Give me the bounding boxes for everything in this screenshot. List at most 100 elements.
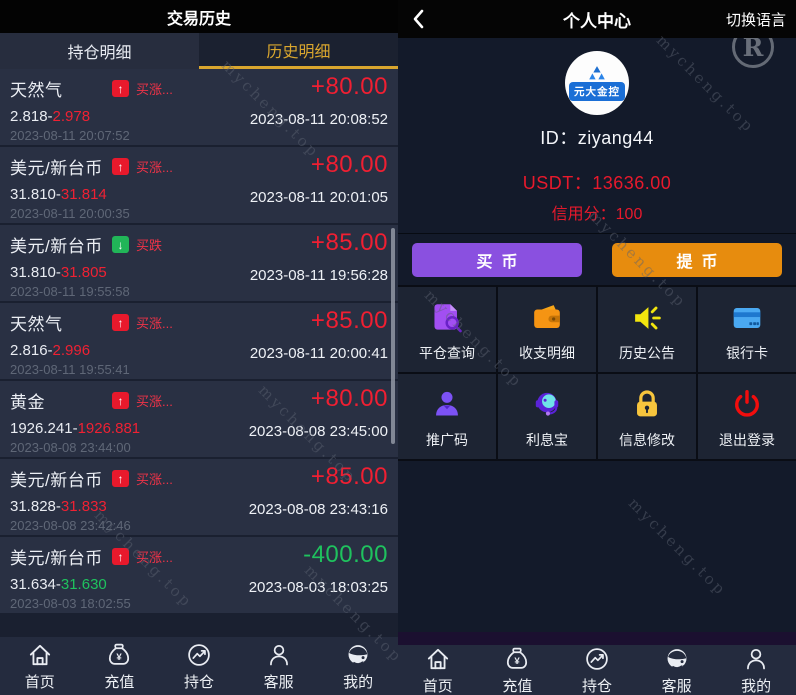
buy-up-badge: ↑: [112, 314, 129, 331]
nav-label: 持仓: [183, 673, 214, 691]
open-time: 2023-08-08 23:42:46: [10, 518, 131, 533]
withdraw-button[interactable]: 提币: [612, 243, 782, 277]
chart-icon: [583, 645, 611, 673]
nav-label: 充值: [502, 677, 533, 695]
menu-history-notice[interactable]: 历史公告: [598, 287, 696, 372]
headset-coin-icon: [498, 386, 596, 424]
direction-label: 买涨...: [136, 160, 173, 175]
menu-close-query[interactable]: 平仓查询: [398, 287, 496, 372]
profit-amount: +80.00: [310, 385, 388, 412]
tab-positions[interactable]: 持仓明细: [0, 33, 199, 69]
menu-label: 利息宝: [526, 432, 568, 448]
trade-row[interactable]: 美元/新台币 ↑ 买涨... 31.810-31.814 2023-08-11 …: [0, 147, 398, 225]
left-header: 交易历史: [0, 0, 398, 33]
personal-center-screen: 个人中心 切换语言 元大金控 ID：ziyang44 USDT：13636.00…: [398, 0, 796, 695]
power-icon: [698, 386, 796, 424]
symbol-name: 黄金: [10, 393, 45, 412]
open-time: 2023-08-11 20:07:52: [10, 128, 130, 143]
trade-row[interactable]: 天然气 ↑ 买涨... 2.818-2.978 2023-08-11 20:07…: [0, 69, 398, 147]
person-icon: [265, 641, 293, 669]
direction-label: 买涨...: [136, 82, 173, 97]
menu-info-edit[interactable]: 信息修改: [598, 374, 696, 459]
tab-history[interactable]: 历史明细: [199, 33, 398, 69]
right-header: 个人中心 切换语言: [398, 0, 796, 38]
symbol-name: 美元/新台币: [10, 237, 103, 256]
open-time: 2023-08-11 19:55:58: [10, 284, 130, 299]
user-id: ID：ziyang44: [540, 128, 654, 148]
bottom-strip: [398, 632, 796, 645]
open-time: 2023-08-11 20:00:35: [10, 206, 130, 221]
page-title: 交易历史: [166, 10, 231, 28]
brand-name: 元大金控: [569, 82, 625, 101]
trade-row[interactable]: 美元/新台币 ↓ 买跌 31.810-31.805 2023-08-11 19:…: [0, 225, 398, 303]
language-switch-button[interactable]: 切换语言: [725, 11, 786, 29]
menu-bank-card[interactable]: 银行卡: [698, 287, 796, 372]
open-time: 2023-08-08 23:44:00: [10, 440, 131, 455]
right-bottom-nav: 首页 ¥ 充值 持仓 客服 我的: [398, 645, 796, 695]
speaker-icon: [598, 299, 696, 337]
nav-item-recharge[interactable]: ¥ 充值: [478, 645, 558, 695]
symbol-name: 美元/新台币: [10, 471, 103, 490]
open-time: 2023-08-03 18:02:55: [10, 596, 131, 611]
credit-score: 信用分：100: [551, 206, 643, 223]
menu-logout[interactable]: 退出登录: [698, 374, 796, 459]
moneybag-icon: ¥: [105, 641, 133, 669]
price-range: 2.816-2.996: [10, 342, 91, 359]
scrollbar-thumb[interactable]: [391, 228, 395, 444]
page-title: 个人中心: [563, 11, 631, 31]
nav-label: 客服: [263, 673, 294, 691]
nav-item-home[interactable]: 首页: [398, 645, 478, 695]
back-icon[interactable]: [412, 9, 426, 29]
nav-label: 我的: [343, 673, 374, 691]
nav-label: 充值: [104, 673, 135, 691]
buy-down-badge: ↓: [112, 236, 129, 253]
direction-label: 买涨...: [136, 550, 173, 565]
profit-amount: +80.00: [310, 151, 388, 178]
price-range: 31.810-31.805: [10, 264, 107, 281]
svg-text:¥: ¥: [515, 656, 521, 667]
close-time: 2023-08-11 20:00:41: [249, 345, 388, 362]
nav-item-positions[interactable]: 持仓: [557, 645, 637, 695]
menu-label: 推广码: [426, 432, 468, 448]
direction-label: 买跌: [136, 238, 163, 253]
nav-item-mine[interactable]: 我的: [716, 645, 796, 695]
nav-item-service[interactable]: 客服: [637, 645, 717, 695]
action-buttons: 买币 提币: [398, 233, 796, 285]
nav-item-mine[interactable]: 我的: [318, 641, 398, 692]
trade-row[interactable]: 黄金 ↑ 买涨... 1926.241-1926.881 2023-08-08 …: [0, 381, 398, 459]
price-range: 31.634-31.630: [10, 576, 107, 593]
nav-item-recharge[interactable]: ¥ 充值: [80, 641, 160, 692]
nav-item-service[interactable]: 客服: [239, 641, 319, 692]
moneybag-icon: ¥: [503, 645, 531, 673]
trade-history-screen: 交易历史 持仓明细 历史明细 天然气 ↑ 买涨... 2.818-2.978 20…: [0, 0, 398, 695]
trade-row[interactable]: 天然气 ↑ 买涨... 2.816-2.996 2023-08-11 19:55…: [0, 303, 398, 381]
close-time: 2023-08-08 23:45:00: [248, 423, 388, 440]
buy-button[interactable]: 买币: [412, 243, 582, 277]
trade-row[interactable]: 美元/新台币 ↑ 买涨... 31.828-31.833 2023-08-08 …: [0, 459, 398, 537]
close-time: 2023-08-11 20:08:52: [249, 111, 388, 128]
trade-list: 天然气 ↑ 买涨... 2.818-2.978 2023-08-11 20:07…: [0, 69, 398, 637]
home-icon: [424, 645, 452, 673]
menu-promo-code[interactable]: 推广码: [398, 374, 496, 459]
left-bottom-nav: 首页 ¥ 充值 持仓 客服 我的: [0, 637, 398, 695]
lock-icon: [598, 386, 696, 424]
nav-item-home[interactable]: 首页: [0, 641, 80, 692]
tab-bar: 持仓明细 历史明细: [0, 33, 398, 69]
price-range: 2.818-2.978: [10, 108, 91, 125]
menu-bill-detail[interactable]: 收支明细: [498, 287, 596, 372]
avatar: 元大金控: [565, 51, 629, 115]
empty-area: [398, 461, 796, 632]
profit-amount: +85.00: [310, 463, 388, 490]
menu-interest-treasure[interactable]: 利息宝: [498, 374, 596, 459]
person-icon: [742, 645, 770, 673]
nav-label: 持仓: [581, 677, 612, 695]
person-badge-icon: [398, 386, 496, 424]
symbol-name: 美元/新台币: [10, 159, 103, 178]
nav-label: 首页: [422, 677, 453, 695]
close-time: 2023-08-11 19:56:28: [249, 267, 388, 284]
buy-up-badge: ↑: [112, 158, 129, 175]
nav-item-positions[interactable]: 持仓: [159, 641, 239, 692]
doc-search-icon: [398, 299, 496, 337]
direction-label: 买涨...: [136, 316, 173, 331]
trade-row[interactable]: 美元/新台币 ↑ 买涨... 31.634-31.630 2023-08-03 …: [0, 537, 398, 615]
